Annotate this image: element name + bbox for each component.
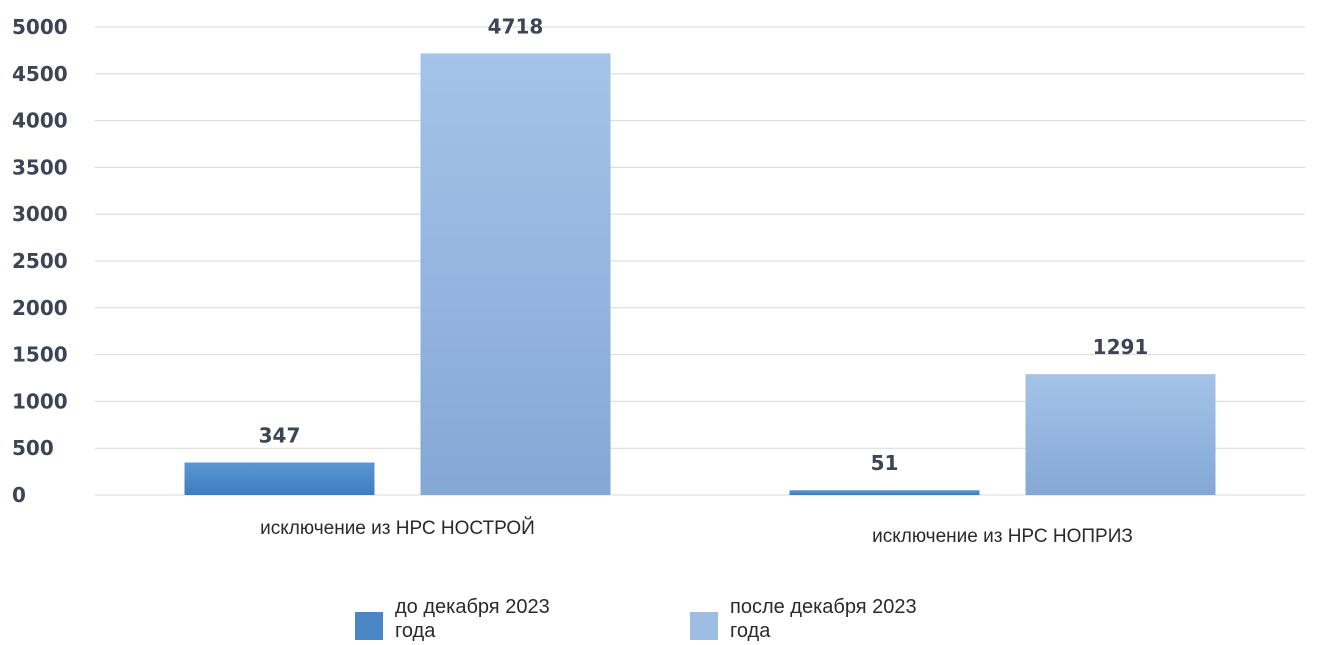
bar-series-0-cat-1 <box>789 490 980 495</box>
y-tick-label: 1500 <box>12 343 68 367</box>
y-tick-label: 3000 <box>12 202 68 226</box>
y-tick-label: 5000 <box>12 15 68 39</box>
category-label: исключение из НРС НОСТРОЙ <box>260 517 535 539</box>
y-tick-label: 2500 <box>12 249 68 273</box>
bar-series-1-cat-1 <box>1025 374 1216 495</box>
legend-label-series-0: до декабря 2023 года <box>395 596 550 642</box>
data-label: 1291 <box>1093 335 1149 359</box>
y-axis-ticks: 0 500 1000 1500 2000 2500 3000 3500 4000 4500 5000 <box>12 15 68 507</box>
y-tick-label: 2000 <box>12 296 68 320</box>
y-tick-label: 4500 <box>12 62 68 86</box>
y-tick-label: 500 <box>12 436 54 460</box>
data-label: 4718 <box>488 14 544 38</box>
bar-series-0-cat-0 <box>184 462 375 495</box>
category-label: исключение из НРС НОПРИЗ <box>872 526 1133 547</box>
legend-label-series-1: после декабря 2023 года <box>730 596 917 642</box>
legend-item-series-0: до декабря 2023 года <box>355 595 585 643</box>
data-label: 51 <box>871 451 899 475</box>
data-labels: 347 4718 51 1291 <box>259 14 1149 475</box>
y-tick-label: 4000 <box>12 109 68 133</box>
bar-series-1-cat-0 <box>420 53 611 495</box>
y-tick-label: 1000 <box>12 389 68 413</box>
y-tick-label: 3500 <box>12 155 68 179</box>
gridlines <box>95 26 1305 496</box>
y-tick-label: 0 <box>12 483 26 507</box>
legend-item-series-1: после декабря 2023 года <box>690 595 920 643</box>
bars <box>184 53 1216 495</box>
legend-swatch-series-1 <box>690 612 718 640</box>
data-label: 347 <box>259 424 301 448</box>
category-labels: исключение из НРС НОСТРОЙ исключение из Н… <box>260 517 1133 547</box>
legend-swatch-series-0 <box>355 612 383 640</box>
